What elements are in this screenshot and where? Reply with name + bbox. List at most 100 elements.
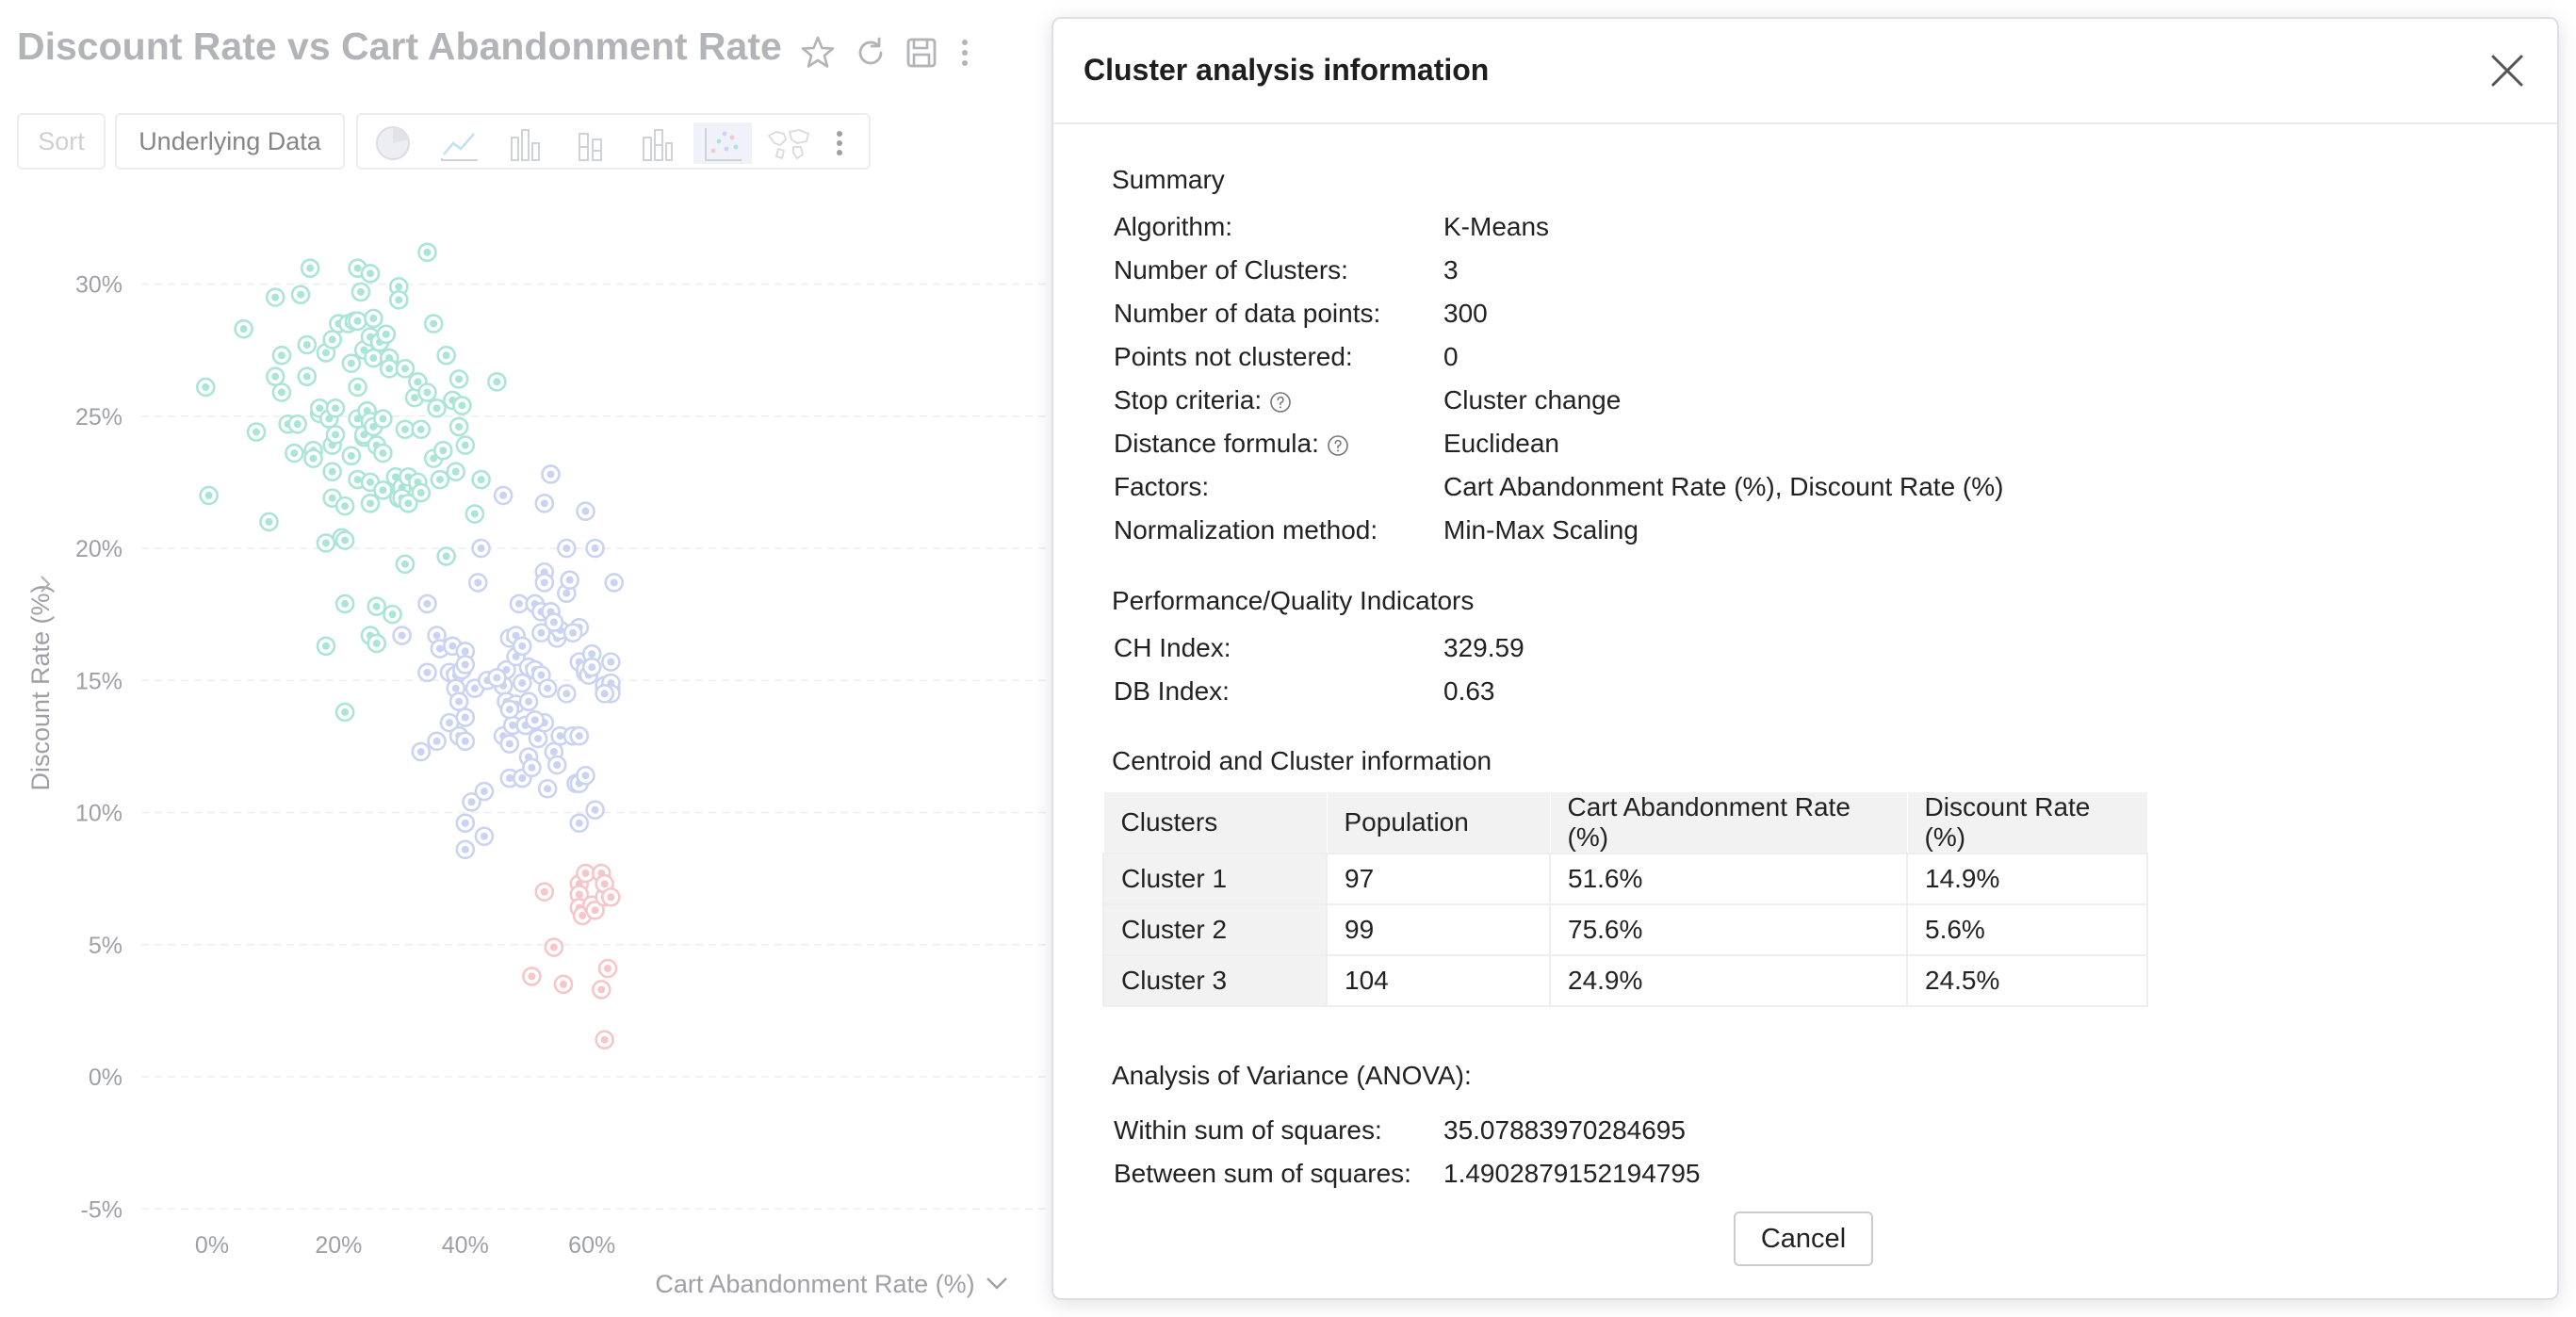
data-point[interactable] (297, 334, 318, 355)
data-point[interactable] (537, 778, 558, 799)
data-point[interactable] (334, 593, 355, 614)
bar-chart-icon[interactable] (496, 122, 554, 164)
stacked-column-chart-icon[interactable] (628, 122, 686, 164)
data-point[interactable] (290, 285, 311, 305)
data-point[interactable] (427, 398, 447, 418)
data-point[interactable] (417, 662, 437, 683)
data-point[interactable] (576, 765, 595, 786)
data-point[interactable] (360, 263, 381, 284)
data-point[interactable] (569, 813, 590, 834)
data-point[interactable] (462, 791, 481, 812)
data-point[interactable] (557, 683, 577, 704)
data-point[interactable] (341, 353, 362, 373)
data-point[interactable] (446, 462, 466, 481)
data-point[interactable] (467, 573, 488, 593)
scatter-chart-icon[interactable] (693, 122, 752, 164)
data-point[interactable] (439, 712, 460, 733)
help-icon[interactable] (1269, 391, 1292, 414)
data-point[interactable] (499, 699, 520, 720)
data-point[interactable] (576, 501, 595, 522)
data-point[interactable] (585, 800, 605, 820)
data-point[interactable] (360, 494, 381, 513)
data-point[interactable] (455, 655, 476, 675)
data-point[interactable] (474, 781, 495, 802)
data-point[interactable] (388, 277, 409, 297)
data-point[interactable] (325, 425, 346, 445)
data-point[interactable] (465, 504, 485, 524)
line-chart-icon[interactable] (430, 122, 488, 164)
data-point[interactable] (452, 396, 472, 415)
data-point[interactable] (522, 967, 542, 986)
data-point[interactable] (585, 900, 605, 920)
data-point[interactable] (522, 757, 542, 778)
save-icon[interactable] (903, 34, 940, 72)
data-point[interactable] (546, 755, 567, 775)
data-point[interactable] (399, 494, 418, 513)
data-point[interactable] (395, 358, 416, 379)
data-point[interactable] (597, 958, 618, 979)
data-point[interactable] (471, 469, 491, 490)
data-point[interactable] (271, 345, 292, 366)
more-vertical-icon[interactable] (816, 122, 863, 164)
data-point[interactable] (234, 318, 253, 339)
chevron-down-icon[interactable] (986, 1277, 1007, 1290)
data-point[interactable] (303, 448, 323, 468)
data-point[interactable] (601, 886, 621, 907)
data-point[interactable] (322, 330, 342, 350)
chevron-right-icon[interactable] (41, 576, 51, 593)
data-point[interactable] (388, 290, 409, 310)
data-point[interactable] (534, 882, 555, 902)
data-point[interactable] (474, 826, 495, 847)
data-point[interactable] (487, 668, 507, 688)
data-point[interactable] (373, 443, 393, 463)
data-point[interactable] (455, 435, 476, 455)
data-point[interactable] (271, 382, 292, 402)
data-point[interactable] (417, 382, 437, 402)
data-point[interactable] (297, 366, 318, 386)
close-icon[interactable] (2484, 47, 2531, 94)
stacked-bar-chart-icon[interactable] (562, 122, 620, 164)
data-point[interactable] (541, 464, 561, 484)
data-point[interactable] (525, 710, 546, 730)
data-point[interactable] (417, 242, 437, 263)
data-point[interactable] (499, 734, 520, 754)
data-point[interactable] (411, 419, 432, 440)
data-point[interactable] (553, 974, 574, 995)
data-point[interactable] (383, 604, 402, 625)
data-point[interactable] (595, 1030, 614, 1050)
data-point[interactable] (395, 554, 416, 575)
data-point[interactable] (265, 366, 285, 386)
data-point[interactable] (471, 538, 491, 559)
data-point[interactable] (373, 409, 393, 429)
data-point[interactable] (423, 314, 444, 333)
data-point[interactable] (518, 691, 539, 711)
data-point[interactable] (534, 494, 555, 513)
data-point[interactable] (544, 937, 564, 957)
underlying-data-button[interactable]: Underlying Data (115, 113, 345, 170)
y-axis-label[interactable]: Discount Rate (%) (26, 584, 55, 790)
data-point[interactable] (334, 702, 355, 723)
data-point[interactable] (569, 725, 590, 746)
data-point[interactable] (436, 345, 456, 366)
data-point[interactable] (427, 731, 447, 752)
data-point[interactable] (487, 371, 507, 392)
data-point[interactable] (430, 469, 450, 490)
data-point[interactable] (512, 673, 532, 693)
data-point[interactable] (512, 636, 532, 657)
data-point[interactable] (246, 422, 267, 442)
data-point[interactable] (392, 626, 412, 645)
data-point[interactable] (537, 678, 558, 698)
data-point[interactable] (581, 657, 602, 677)
data-point[interactable] (351, 282, 371, 302)
map-chart-icon[interactable] (759, 122, 818, 164)
refresh-icon[interactable] (852, 34, 889, 72)
sort-button[interactable]: Sort (17, 113, 106, 170)
star-icon[interactable] (799, 34, 837, 72)
data-point[interactable] (325, 398, 346, 418)
data-point[interactable] (601, 652, 621, 672)
data-point[interactable] (455, 731, 476, 752)
data-point[interactable] (562, 623, 583, 643)
data-point[interactable] (348, 311, 367, 332)
data-point[interactable] (322, 462, 342, 481)
x-axis-label[interactable]: Cart Abandonment Rate (%) (655, 1270, 974, 1298)
